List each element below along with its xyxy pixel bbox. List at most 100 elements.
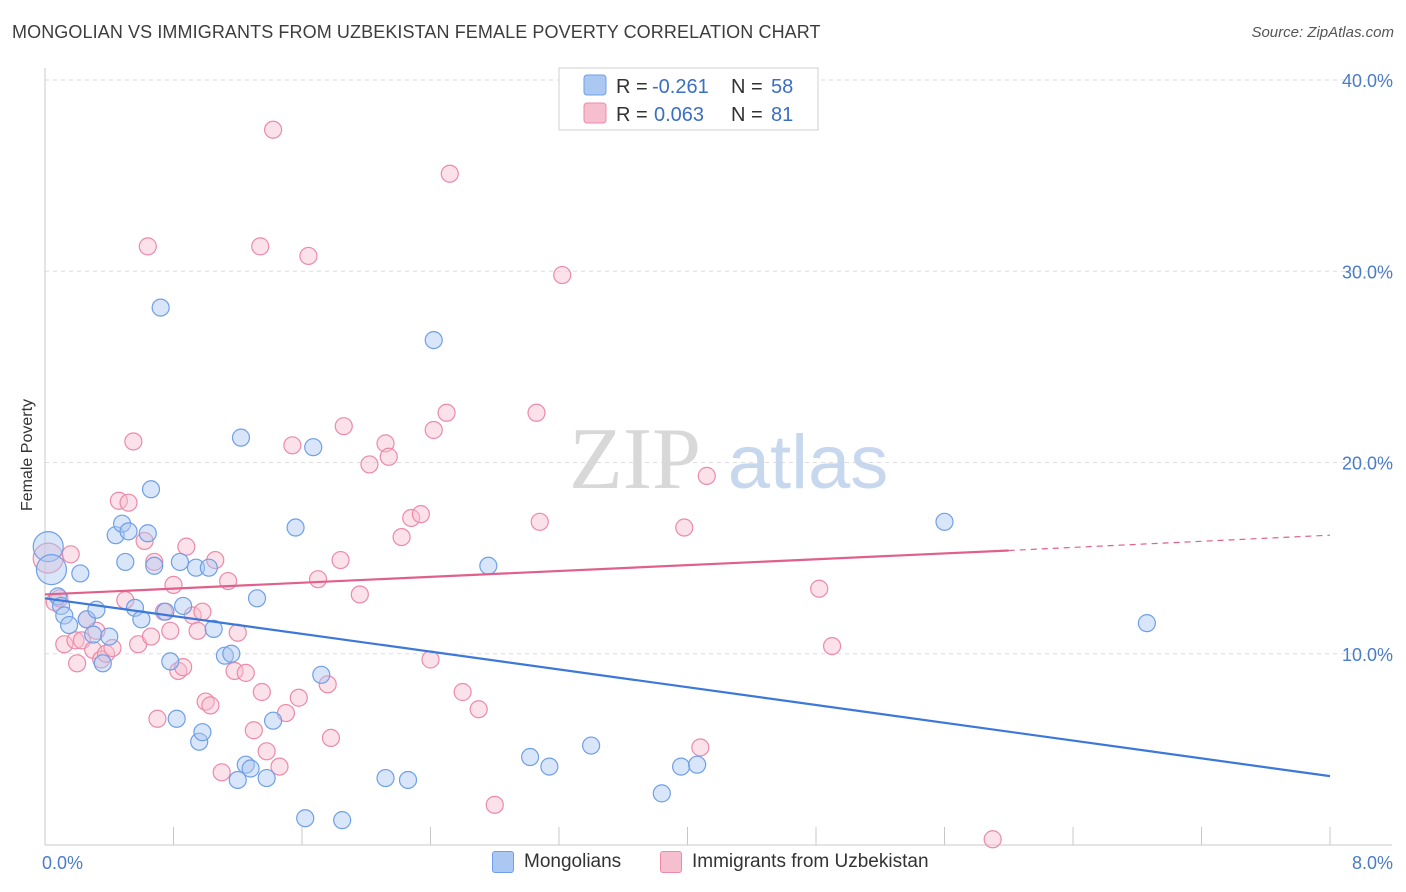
- uzbekistan-point-51: [308, 570, 328, 589]
- mongolian-point-38: [247, 589, 267, 608]
- legend-n-value-2: 81: [771, 104, 793, 126]
- mongolian-point-40: [263, 711, 283, 730]
- y-tick-label-1: 20.0%: [1342, 454, 1393, 474]
- mongolian-point-18: [138, 524, 157, 543]
- mongolian-point-21: [151, 298, 170, 317]
- uzbekistan-point-72: [553, 265, 572, 285]
- mongolian-point-48: [424, 331, 443, 350]
- uzbekistan-point-71: [530, 512, 549, 531]
- uzbekistan-point-57: [360, 455, 379, 474]
- uzbekistan-point-69: [485, 795, 504, 814]
- chart-source: Source: ZipAtlas.com: [1251, 24, 1394, 41]
- trend-line-mongolians: [44, 597, 1331, 778]
- mongolian-point-30: [199, 558, 218, 577]
- mongolian-point-7: [77, 610, 96, 629]
- trend-line-uzbekistan-extension: [1008, 534, 1331, 552]
- mongolian-point-31: [204, 619, 223, 638]
- uzbekistan-point-41: [244, 721, 263, 740]
- axes: [44, 68, 1392, 846]
- series-legend: Mongolians Immigrants from Uzbekistan: [0, 851, 1406, 877]
- series-mongolians-points: [32, 298, 1156, 830]
- uzbekistan-point-45: [263, 120, 283, 139]
- mongolian-point-6: [71, 564, 90, 583]
- uzbekistan-point-67: [453, 682, 472, 702]
- uzbekistan-point-70: [527, 403, 546, 422]
- legend-r-value-1: -0.261: [652, 76, 709, 98]
- uzbekistan-point-22: [145, 552, 164, 572]
- x-tick-label-1: 8.0%: [1352, 853, 1393, 873]
- uzbekistan-point-58: [376, 434, 395, 453]
- series-uzbekistan-points: [32, 120, 1002, 849]
- mongolian-point-34: [228, 770, 247, 790]
- uzbekistan-point-66: [440, 164, 459, 183]
- mongolian-point-8: [84, 625, 103, 644]
- mongolian-point-29: [193, 723, 212, 742]
- uzbekistan-point-46: [270, 757, 289, 776]
- uzbekistan-point-13: [103, 638, 122, 658]
- uzbekistan-point-16: [119, 493, 138, 512]
- mongolian-point-26: [174, 596, 193, 616]
- legend-r-label-2: R =: [616, 104, 648, 126]
- trend-line-uzbekistan: [44, 549, 1009, 596]
- mongolian-point-28: [190, 732, 209, 751]
- legend-n-label-1: N =: [731, 76, 763, 98]
- mongolian-point-22: [156, 602, 175, 621]
- mongolian-point-24: [167, 709, 186, 728]
- mongolian-point-35: [231, 428, 251, 447]
- uzbekistan-point-68: [469, 700, 488, 719]
- mongolian-point-47: [398, 770, 418, 790]
- mongolian-point-15: [119, 522, 138, 541]
- uzbekistan-point-55: [334, 417, 353, 436]
- uzbekistan-point-40: [236, 663, 255, 682]
- mongolian-point-46: [376, 768, 395, 788]
- mongolian-point-43: [304, 438, 323, 457]
- mongolian-point-42: [296, 809, 315, 828]
- uzbekistan-point-32: [193, 602, 212, 621]
- uzbekistan-point-21: [141, 627, 161, 646]
- uzbekistan-point-74: [691, 738, 710, 757]
- legend-n-label-2: N =: [731, 104, 763, 126]
- mongolian-point-23: [161, 652, 180, 671]
- x-tick-labels: 0.0% 8.0%: [42, 853, 1393, 873]
- mongolian-point-52: [582, 736, 601, 755]
- trend-lines: [44, 534, 1331, 778]
- mongolian-point-44: [312, 665, 331, 684]
- watermark: ZIP atlas: [569, 411, 888, 508]
- legend-r-value-2: 0.063: [654, 104, 704, 126]
- mongolian-point-53: [652, 784, 671, 803]
- uzbekistan-point-43: [252, 682, 271, 702]
- mongolian-point-56: [935, 512, 954, 531]
- chart-title: MONGOLIAN VS IMMIGRANTS FROM UZBEKISTAN …: [12, 22, 821, 42]
- uzbekistan-point-53: [321, 728, 341, 748]
- mongolian-point-50: [520, 747, 540, 767]
- legend-swatch-uzbekistan-bottom: [660, 851, 682, 873]
- mongolian-point-20: [145, 556, 164, 575]
- uzbekistan-point-75: [697, 466, 716, 485]
- uzbekistan-point-73: [675, 518, 694, 537]
- legend-n-value-1: 58: [771, 76, 793, 98]
- watermark-atlas: atlas: [728, 420, 889, 505]
- legend-swatch-uzbekistan: [583, 102, 607, 124]
- mongolian-point-41: [286, 518, 305, 537]
- y-tick-label-3: 40.0%: [1342, 71, 1393, 91]
- uzbekistan-point-4: [61, 545, 80, 564]
- uzbekistan-point-25: [161, 621, 180, 640]
- mongolian-point-51: [540, 757, 559, 776]
- mongolian-point-49: [479, 556, 498, 575]
- uzbekistan-point-17: [124, 432, 143, 451]
- uzbekistan-point-42: [251, 237, 270, 256]
- mongolian-point-19: [141, 480, 161, 499]
- mongolian-point-37: [241, 759, 260, 778]
- legend-item-mongolians: Mongolians: [492, 851, 621, 873]
- uzbekistan-point-76: [810, 579, 829, 598]
- uzbekistan-point-44: [257, 742, 276, 761]
- mongolian-point-57: [1137, 614, 1156, 633]
- uzbekistan-point-59: [379, 447, 398, 466]
- uzbekistan-point-26: [164, 575, 183, 595]
- uzbekistan-point-62: [411, 505, 430, 524]
- uzbekistan-point-20: [138, 237, 157, 256]
- uzbekistan-point-61: [402, 508, 421, 528]
- mongolian-point-25: [170, 552, 190, 572]
- uzbekistan-point-36: [212, 763, 231, 782]
